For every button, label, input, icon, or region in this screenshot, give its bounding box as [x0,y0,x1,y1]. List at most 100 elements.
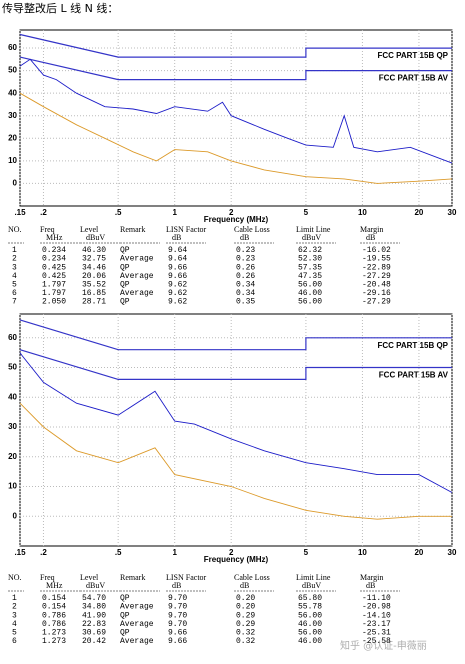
table-cell: 62.32 [298,246,322,255]
table-cell: 56.00 [298,611,322,620]
column-unit: MHz [46,233,63,242]
table-cell: 16.85 [82,289,106,298]
table-cell: 22.83 [82,620,106,629]
column-unit: dB [240,581,249,590]
table-cell: 57.35 [298,263,322,272]
table-cell: 6 [12,637,17,646]
table-cell: 0.35 [236,298,255,307]
table-cell: Average [120,255,154,264]
table-cell: 0.20 [236,603,255,612]
column-unit: MHz [46,581,63,590]
column-header: NO. [8,573,22,582]
table-cell: 5 [12,629,17,638]
series-line [19,352,453,493]
y-tick-label: 20 [8,452,17,461]
table-cell: 9.64 [168,246,187,255]
table-cell: QP [120,298,130,307]
x-tick-label: 10 [358,208,367,217]
table-cell: 0.29 [236,611,255,620]
table-cell: 4 [12,272,17,281]
table-cell: Average [120,603,154,612]
column-header: Level [80,225,99,234]
table-cell: 46.30 [82,246,106,255]
table-cell: Average [120,272,154,281]
table-cell: 55.78 [298,603,322,612]
table-cell: 35.52 [82,281,106,290]
table-cell: -11.10 [362,594,391,603]
y-tick-label: 10 [8,156,17,165]
x-tick-label: .5 [115,548,122,557]
table-cell: 28.71 [82,298,106,307]
legend-label: FCC PART 15B AV [379,74,449,83]
table-cell: 0.786 [42,620,66,629]
x-tick-label: 30 [448,548,457,557]
table-cell: 1.273 [42,637,66,646]
x-tick-label: 5 [304,548,309,557]
table-cell: 0.23 [236,255,255,264]
table-cell: 41.90 [82,611,106,620]
table-cell: -25.31 [362,629,391,638]
table-cell: 1.797 [42,281,66,290]
table-cell: 9.66 [168,263,187,272]
x-tick-label: .2 [40,548,47,557]
column-unit: dBuV [86,581,105,590]
column-unit: dB [240,233,249,242]
table-cell: 0.20 [236,594,255,603]
y-tick-label: 20 [8,133,17,142]
table-cell: 2 [12,603,17,612]
y-tick-label: 10 [8,482,17,491]
table-cell: 9.70 [168,603,187,612]
table-cell: 65.80 [298,594,322,603]
table-cell: -20.48 [362,281,391,290]
column-unit: dB [172,233,181,242]
table-cell: 5 [12,281,17,290]
legend-label: FCC PART 15B QP [377,51,448,60]
column-header: Limit Line [296,573,331,582]
table-cell: -16.02 [362,246,391,255]
table-cell: 9.70 [168,594,187,603]
table-cell: 9.66 [168,272,187,281]
table-cell: 0.786 [42,611,66,620]
column-header: Remark [120,573,145,582]
table-cell: 1 [12,246,17,255]
x-axis-label: Frequency (MHz) [204,555,269,564]
table-cell: 0.234 [42,246,66,255]
table-cell: 9.62 [168,298,187,307]
y-tick-label: 30 [8,422,17,431]
table-cell: -22.89 [362,263,391,272]
y-tick-label: 0 [13,179,18,188]
y-tick-label: 0 [13,511,18,520]
y-tick-label: 30 [8,111,17,120]
column-header: Cable Loss [234,573,270,582]
legend-label: FCC PART 15B AV [379,371,449,380]
table-cell: -29.16 [362,289,391,298]
table-cell: 0.425 [42,263,66,272]
x-tick-label: 20 [414,208,423,217]
y-tick-label: 40 [8,88,17,97]
table-cell: QP [120,611,130,620]
table-cell: 0.34 [236,289,255,298]
table-cell: 0.26 [236,272,255,281]
x-tick-label: 2 [229,208,234,217]
table-cell: 3 [12,611,17,620]
table-cell: QP [120,281,130,290]
header: 传导整改后 L 线 N 线： [2,1,118,15]
table-cell: 9.64 [168,255,187,264]
watermark: 知乎 @认证-申薇丽 [340,639,427,652]
x-tick-label: .15 [14,548,26,557]
table-cell: 46.00 [298,637,322,646]
table-cell: 0.34 [236,281,255,290]
table-cell: 3 [12,263,17,272]
x-tick-label: 10 [358,548,367,557]
table-cell: 30.69 [82,629,106,638]
column-header: NO. [8,225,22,234]
table-cell: -20.98 [362,603,391,612]
table-cell: Average [120,289,154,298]
table-cell: QP [120,246,130,255]
y-tick-label: 40 [8,392,17,401]
column-header: Level [80,573,99,582]
table-cell: 0.26 [236,263,255,272]
table-cell: 0.32 [236,637,255,646]
table-cell: 52.30 [298,255,322,264]
table-cell: 9.62 [168,289,187,298]
